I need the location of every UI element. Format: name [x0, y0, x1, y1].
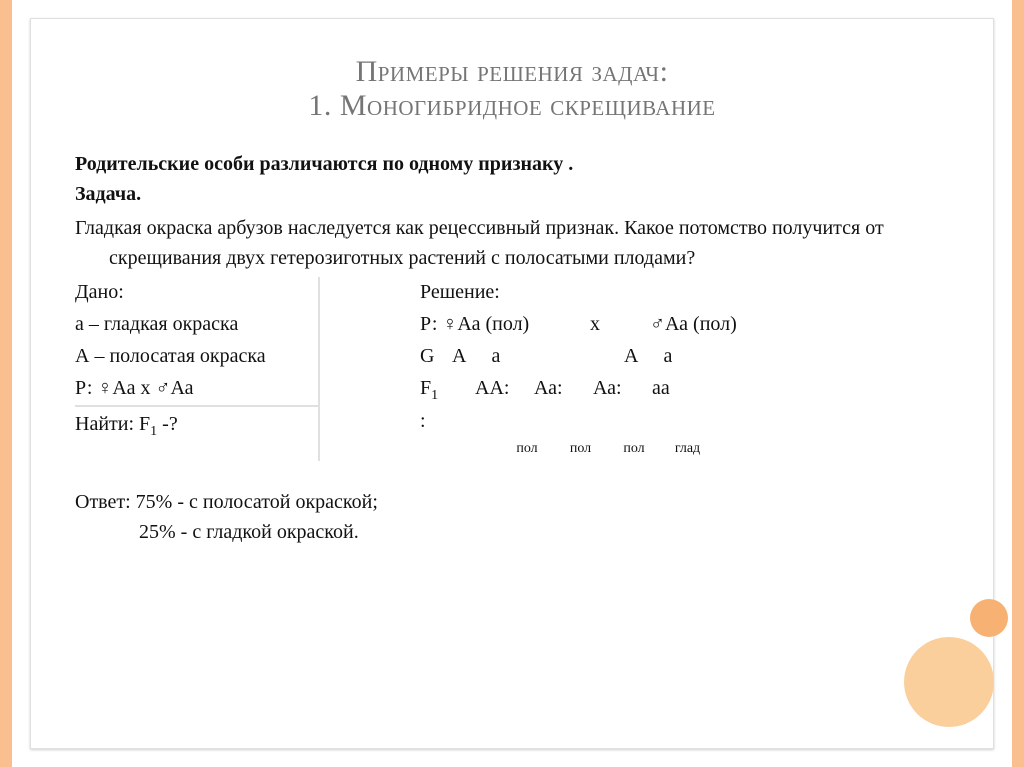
decor-circle-1	[970, 599, 1008, 637]
p-left: Р: ♀Аа (пол)	[420, 309, 590, 339]
title-line-1: Примеры решения задач:	[75, 55, 949, 89]
given-title: Дано:	[75, 277, 318, 307]
genotype-1: Аа:	[534, 373, 588, 403]
solution-column: Решение: Р: ♀Аа (пол) х ♂Аа (пол) G А а …	[320, 277, 949, 461]
f-genotypes: АА: Аа: Аа: аа	[452, 373, 706, 436]
g-left: А а	[452, 341, 624, 371]
p-row: Р: ♀Аа (пол) х ♂Аа (пол)	[420, 309, 949, 339]
given-column: Дано: а – гладкая окраска А – полосатая …	[75, 277, 320, 461]
answer-line-1: Ответ: 75% - с полосатой окраской;	[75, 487, 949, 517]
pheno-0: пол	[502, 438, 552, 459]
pheno-1: пол	[556, 438, 606, 459]
f-row: F1 : АА: Аа: Аа: аа	[420, 373, 949, 436]
phenotype-row: пол пол пол глад	[420, 438, 949, 459]
answer-block: Ответ: 75% - с полосатой окраской; 25% -…	[75, 487, 949, 547]
given-solution-row: Дано: а – гладкая окраска А – полосатая …	[75, 277, 949, 461]
allele-dominant: А – полосатая окраска	[75, 341, 318, 371]
genotype-0: АА:	[475, 373, 529, 403]
slide-title: Примеры решения задач: 1. Моногибридное …	[75, 55, 949, 123]
p-right: ♂Аа (пол)	[650, 309, 737, 339]
parents-line: Р: ♀Аа х ♂Аа	[75, 373, 318, 403]
intro-text: Родительские особи различаются по одному…	[75, 149, 949, 179]
f-label: F1 :	[420, 373, 452, 436]
find-label: Найти: F	[75, 413, 150, 435]
genotype-2: Аа:	[593, 373, 647, 403]
find-line: Найти: F1 -?	[75, 405, 318, 442]
p-cross: х	[590, 309, 650, 339]
g-row: G А а А а	[420, 341, 949, 371]
slide-card: Примеры решения задач: 1. Моногибридное …	[30, 18, 994, 749]
find-tail: -?	[157, 413, 178, 435]
allele-recessive: а – гладкая окраска	[75, 309, 318, 339]
title-line-2: 1. Моногибридное скрещивание	[75, 89, 949, 123]
genotype-3: аа	[652, 373, 706, 403]
answer-line-2: 25% - с гладкой окраской.	[75, 517, 949, 547]
solution-title: Решение:	[420, 277, 949, 307]
pheno-2: пол	[609, 438, 659, 459]
decor-circle-0	[904, 637, 994, 727]
g-right: А а	[624, 341, 672, 371]
task-label: Задача.	[75, 179, 949, 209]
g-label: G	[420, 341, 452, 371]
slide-body: Родительские особи различаются по одному…	[75, 149, 949, 547]
pheno-3: глад	[663, 438, 713, 459]
problem-text: Гладкая окраска арбузов наследуется как …	[75, 213, 949, 273]
